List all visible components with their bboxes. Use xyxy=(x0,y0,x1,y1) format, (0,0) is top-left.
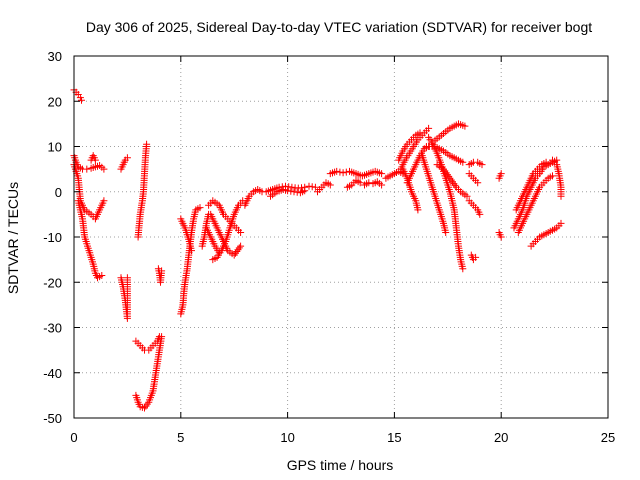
series-arc-late-6 xyxy=(425,133,467,273)
scatter-marks xyxy=(314,179,334,196)
series-arc-flat-6 xyxy=(361,178,386,189)
series-arc-flat-3 xyxy=(314,179,334,196)
data-points xyxy=(70,86,565,412)
scatter-marks xyxy=(467,251,480,264)
scatter-marks xyxy=(527,219,565,250)
scatter-marks xyxy=(117,154,131,173)
y-tick-label: 0 xyxy=(55,185,62,200)
scatter-marks xyxy=(134,140,151,241)
series-arc-flat-4 xyxy=(326,167,386,180)
series-arc-late-14 xyxy=(467,251,480,264)
series-arc-early-3 xyxy=(74,197,106,282)
y-tick-label: -50 xyxy=(43,411,62,426)
series-arc-mid-7 xyxy=(202,224,223,257)
series-arc-late-12 xyxy=(465,170,482,187)
series-arc-late-11 xyxy=(465,158,486,169)
series-arc-end-3 xyxy=(514,172,556,236)
scatter-marks xyxy=(429,120,469,146)
y-axis-label: SDTVAR / TECUs xyxy=(5,182,21,294)
scatter-marks xyxy=(510,156,561,232)
series-arc-late-13 xyxy=(465,197,484,218)
series-arc-late-3 xyxy=(395,129,424,164)
series-arc-late-10 xyxy=(422,143,467,166)
y-tick-label: -10 xyxy=(43,230,62,245)
x-tick-label: 15 xyxy=(387,430,401,445)
y-tick-label: -20 xyxy=(43,275,62,290)
scatter-marks xyxy=(87,152,99,164)
series-arc-late-9 xyxy=(433,161,471,200)
chart-title: Day 306 of 2025, Sidereal Day-to-day VTE… xyxy=(86,19,592,35)
scatter-marks xyxy=(495,229,505,241)
y-tick-label: 10 xyxy=(48,140,62,155)
scatter-marks xyxy=(418,152,450,236)
series-arc-early-6 xyxy=(117,274,131,322)
scatter-marks xyxy=(177,215,195,255)
series-arc-early-4 xyxy=(87,152,99,164)
scatter-marks xyxy=(465,170,482,187)
scatter-marks xyxy=(74,197,106,282)
series-arc-end-5 xyxy=(549,156,565,200)
scatter-marks xyxy=(549,156,565,200)
axis-ticks xyxy=(73,55,609,419)
series-arc-flat-5 xyxy=(343,176,364,191)
series-arc-end-1 xyxy=(510,156,561,232)
scatter-marks xyxy=(262,182,319,196)
series-arc-early-5 xyxy=(117,154,131,173)
scatter-marks xyxy=(326,167,386,180)
scatter-marks xyxy=(395,129,424,164)
series-arc-small-1 xyxy=(154,265,166,286)
scatter-marks xyxy=(425,133,467,273)
y-tick-label: -40 xyxy=(43,366,62,381)
series-arc-end-4 xyxy=(527,219,565,250)
scatter-marks xyxy=(465,158,486,169)
series-arc-late-7 xyxy=(418,152,450,236)
y-tick-labels: 30 20 10 0 -10 -20 -30 -40 -50 xyxy=(43,49,62,426)
series-arc-late-16 xyxy=(495,229,505,241)
y-tick-label: 20 xyxy=(48,94,62,109)
x-axis-label: GPS time / hours xyxy=(287,457,394,473)
scatter-marks xyxy=(267,186,309,200)
x-tick-label: 5 xyxy=(177,430,184,445)
scatter-marks xyxy=(422,143,467,166)
series-arc-bottom xyxy=(132,333,166,412)
series-arc-flat-2 xyxy=(267,186,309,200)
series-arc-flat xyxy=(262,182,319,196)
y-tick-label: 30 xyxy=(48,49,62,64)
scatter-marks xyxy=(361,178,386,189)
series-arc-end-2 xyxy=(512,158,550,214)
scatter-marks xyxy=(512,158,550,214)
series-arc-mid-8 xyxy=(241,186,266,209)
x-tick-label: 20 xyxy=(494,430,508,445)
x-tick-labels: 0 5 10 15 20 25 xyxy=(70,430,615,445)
series-arc-mid-2 xyxy=(177,215,195,255)
series-arc-mid-6 xyxy=(209,197,247,264)
scatter-marks xyxy=(495,170,505,182)
y-tick-label: -30 xyxy=(43,321,62,336)
series-arc-late-8 xyxy=(429,120,469,146)
scatter-marks xyxy=(132,333,166,412)
scatter-marks xyxy=(433,161,471,200)
scatter-marks xyxy=(154,265,166,286)
scatter-marks xyxy=(241,186,266,209)
scatter-marks xyxy=(117,274,131,322)
x-tick-label: 0 xyxy=(70,430,77,445)
x-tick-label: 10 xyxy=(280,430,294,445)
series-arc-late-15 xyxy=(495,170,505,182)
scatter-marks xyxy=(343,176,364,191)
scatter-marks xyxy=(202,224,223,257)
scatter-marks xyxy=(209,197,247,264)
scatter-marks xyxy=(514,172,556,236)
x-tick-label: 25 xyxy=(601,430,615,445)
scatter-marks xyxy=(465,197,484,218)
series-arc-early-7 xyxy=(134,140,151,241)
